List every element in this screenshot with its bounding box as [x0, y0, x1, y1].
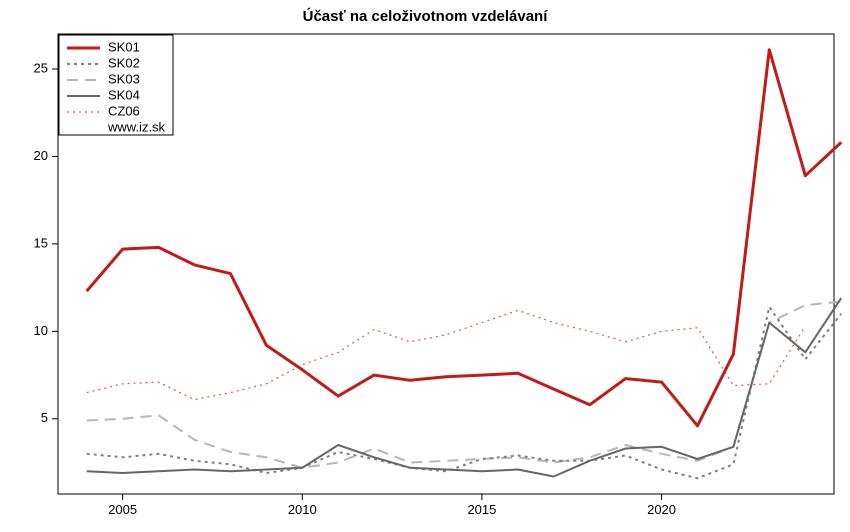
series-CZ06 [87, 310, 806, 399]
y-tick-label: 25 [34, 60, 48, 75]
legend-label-SK04: SK04 [108, 87, 140, 102]
y-tick-label: 5 [41, 410, 48, 425]
series-SK02 [87, 307, 842, 478]
legend-label-SK02: SK02 [108, 55, 140, 70]
x-tick-label: 2020 [647, 502, 676, 517]
x-tick-label: 2015 [467, 502, 496, 517]
y-tick-label: 10 [34, 323, 48, 338]
series-SK01 [87, 50, 842, 426]
y-tick-label: 20 [34, 148, 48, 163]
legend-footer: www.iz.sk [107, 119, 166, 134]
y-tick-label: 15 [34, 235, 48, 250]
x-tick-label: 2005 [108, 502, 137, 517]
chart-container: Účasť na celoživotnom vzdelávaní 5101520… [0, 0, 850, 532]
series-SK03 [87, 302, 842, 468]
series-SK04 [87, 298, 842, 476]
line-chart: 5 10 15 20 25 2005 2010 2015 2020 SK01SK02SK03SK0… [0, 0, 850, 532]
legend-label-SK03: SK03 [108, 71, 140, 86]
legend-label-CZ06: CZ06 [108, 103, 140, 118]
x-tick-label: 2010 [288, 502, 317, 517]
legend-label-SK01: SK01 [108, 39, 140, 54]
